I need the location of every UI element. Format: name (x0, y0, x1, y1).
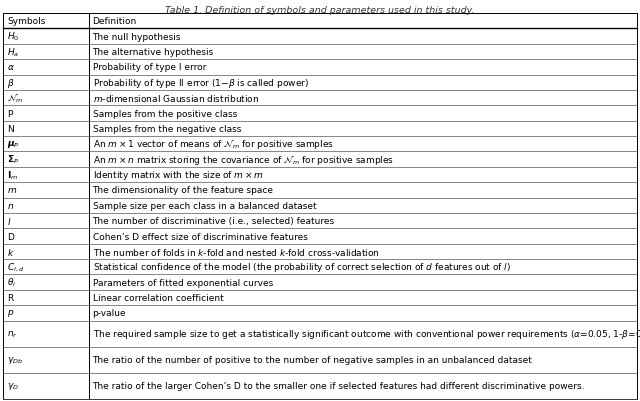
Text: $\boldsymbol{\Sigma}_P$: $\boldsymbol{\Sigma}_P$ (7, 154, 19, 166)
Text: $p$: $p$ (7, 308, 14, 318)
Text: $m$-dimensional Gaussian distribution: $m$-dimensional Gaussian distribution (93, 93, 259, 104)
Text: $n_r$: $n_r$ (7, 328, 18, 339)
Text: Parameters of fitted exponential curves: Parameters of fitted exponential curves (93, 278, 273, 287)
Text: N: N (7, 125, 14, 134)
Text: The dimensionality of the feature space: The dimensionality of the feature space (93, 186, 273, 195)
Text: D: D (7, 232, 14, 241)
Text: The number of folds in $k$-fold and nested $k$-fold cross-validation: The number of folds in $k$-fold and nest… (93, 246, 380, 257)
Text: The required sample size to get a statistically significant outcome with convent: The required sample size to get a statis… (93, 327, 640, 340)
Text: The ratio of the number of positive to the number of negative samples in an unba: The ratio of the number of positive to t… (93, 355, 532, 365)
Text: An $m\times n$ matrix storing the covariance of $\mathcal{N}_m$ for positive sam: An $m\times n$ matrix storing the covari… (93, 153, 394, 166)
Text: $\beta$: $\beta$ (7, 77, 15, 89)
Text: Samples from the negative class: Samples from the negative class (93, 125, 241, 134)
Text: $\gamma_D$: $\gamma_D$ (7, 381, 19, 391)
Text: $\gamma_{Db}$: $\gamma_{Db}$ (7, 354, 23, 365)
Text: $\mathbf{I}_m$: $\mathbf{I}_m$ (7, 169, 19, 181)
Text: The alternative hypothesis: The alternative hypothesis (93, 48, 214, 57)
Text: $C_{l,d}$: $C_{l,d}$ (7, 261, 24, 273)
Text: Sample size per each class in a balanced dataset: Sample size per each class in a balanced… (93, 201, 316, 210)
Text: P: P (7, 109, 12, 118)
Text: $H_0$: $H_0$ (7, 31, 19, 43)
Text: The null hypothesis: The null hypothesis (93, 32, 181, 42)
Text: $l$: $l$ (7, 216, 12, 227)
Text: Symbols: Symbols (7, 17, 45, 26)
Text: $n$: $n$ (7, 201, 14, 210)
Text: $H_a$: $H_a$ (7, 46, 19, 59)
Text: Table 1. Definition of symbols and parameters used in this study.: Table 1. Definition of symbols and param… (165, 6, 475, 15)
Text: $\boldsymbol{\mu}_P$: $\boldsymbol{\mu}_P$ (7, 139, 20, 150)
Text: $k$: $k$ (7, 246, 15, 257)
Text: $\mathcal{N}_m$: $\mathcal{N}_m$ (7, 92, 24, 105)
Text: $m$: $m$ (7, 186, 17, 195)
Text: p-value: p-value (93, 309, 126, 318)
Text: Probability of type II error (1−$\beta$ is called power): Probability of type II error (1−$\beta$ … (93, 77, 308, 89)
Text: Statistical confidence of the model (the probability of correct selection of $d$: Statistical confidence of the model (the… (93, 261, 511, 273)
Text: Definition: Definition (93, 17, 137, 26)
Text: The number of discriminative (i.e., selected) features: The number of discriminative (i.e., sele… (93, 217, 335, 226)
Text: Cohen’s D effect size of discriminative features: Cohen’s D effect size of discriminative … (93, 232, 307, 241)
Text: Linear correlation coefficient: Linear correlation coefficient (93, 293, 223, 302)
Text: An $m\times$1 vector of means of $\mathcal{N}_m$ for positive samples: An $m\times$1 vector of means of $\mathc… (93, 138, 333, 151)
Text: Samples from the positive class: Samples from the positive class (93, 109, 237, 118)
Text: $\alpha$: $\alpha$ (7, 63, 15, 72)
Text: Probability of type I error: Probability of type I error (93, 63, 206, 72)
Text: The ratio of the larger Cohen’s D to the smaller one if selected features had di: The ratio of the larger Cohen’s D to the… (93, 381, 585, 391)
Text: Identity matrix with the size of $m\times m$: Identity matrix with the size of $m\time… (93, 168, 264, 182)
Text: $\theta_i$: $\theta_i$ (7, 276, 16, 289)
Text: R: R (7, 293, 13, 302)
